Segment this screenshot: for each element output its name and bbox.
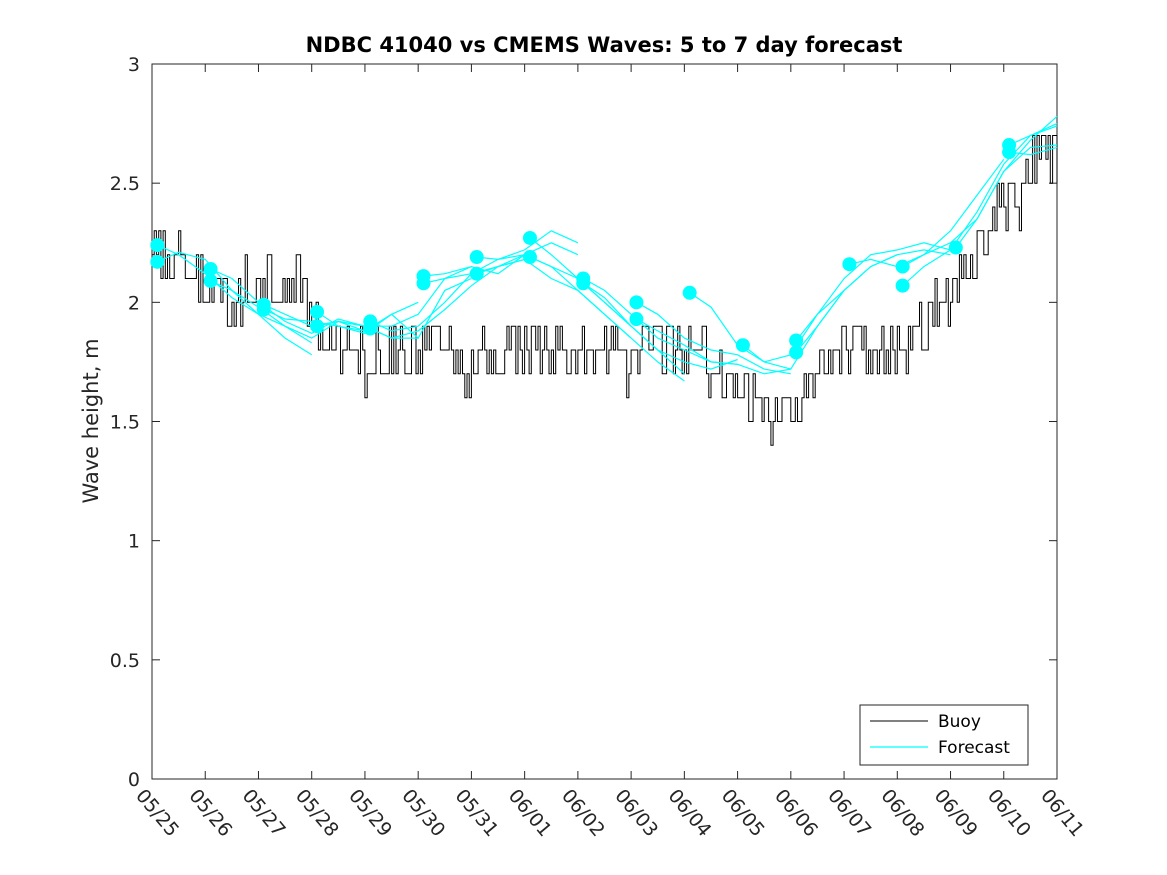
y-tick-label: 2.5 bbox=[110, 173, 140, 195]
forecast-line bbox=[636, 301, 791, 375]
forecast-start-marker bbox=[150, 238, 165, 253]
legend-forecast-label: Forecast bbox=[938, 738, 1010, 758]
forecast-line bbox=[582, 282, 738, 370]
forecast-start-marker bbox=[789, 333, 804, 348]
forecast-line bbox=[795, 242, 951, 341]
forecast-start-marker bbox=[150, 254, 165, 269]
forecast-start-marker bbox=[948, 240, 963, 255]
forecast-line bbox=[157, 244, 313, 356]
forecast-start-marker bbox=[682, 285, 697, 300]
forecast-line bbox=[529, 256, 685, 382]
forecast-line bbox=[423, 242, 579, 277]
forecast-start-marker bbox=[576, 276, 591, 291]
y-tick-label: 0.5 bbox=[110, 650, 140, 672]
forecast-line bbox=[1009, 146, 1058, 156]
forecast-start-marker bbox=[629, 312, 644, 327]
forecast-start-marker bbox=[842, 257, 857, 272]
legend-buoy-label: Buoy bbox=[938, 712, 981, 732]
forecast-line bbox=[795, 249, 951, 353]
forecast-start-marker bbox=[629, 295, 644, 310]
forecast-start-marker bbox=[522, 230, 537, 245]
forecast-line bbox=[1008, 123, 1058, 146]
legend-box bbox=[859, 704, 1029, 766]
forecast-start-marker bbox=[1002, 145, 1017, 160]
forecast-line bbox=[636, 318, 791, 375]
buoy-line bbox=[152, 135, 1058, 446]
forecast-start-marker bbox=[789, 345, 804, 360]
forecast-line bbox=[210, 268, 366, 334]
forecast-start-marker bbox=[895, 278, 910, 293]
y-tick-label: 0 bbox=[128, 769, 140, 791]
forecast-start-marker bbox=[310, 319, 325, 334]
forecast-start-marker bbox=[310, 304, 325, 319]
chart-title: NDBC 41040 vs CMEMS Waves: 5 to 7 day fo… bbox=[306, 33, 903, 57]
y-axis-label: Wave height, m bbox=[79, 338, 103, 503]
forecast-start-marker bbox=[203, 261, 218, 276]
forecast-start-marker bbox=[256, 302, 271, 317]
forecast-start-marker bbox=[522, 250, 537, 265]
forecast-start-marker bbox=[363, 321, 378, 336]
legend: Buoy Forecast bbox=[859, 704, 1029, 766]
y-tick-label: 1.5 bbox=[110, 412, 140, 434]
forecast-start-marker bbox=[469, 250, 484, 265]
forecast-start-marker bbox=[895, 259, 910, 274]
forecast-start-marker bbox=[735, 338, 750, 353]
forecast-start-marker bbox=[469, 266, 484, 281]
y-tick-label: 2 bbox=[128, 292, 140, 314]
y-tick-label: 1 bbox=[128, 531, 140, 553]
forecast-start-marker bbox=[203, 273, 218, 288]
forecast-start-marker bbox=[416, 276, 431, 291]
y-tick-label: 3 bbox=[128, 54, 140, 76]
forecast-line bbox=[955, 144, 1058, 248]
forecast-line bbox=[316, 277, 472, 340]
